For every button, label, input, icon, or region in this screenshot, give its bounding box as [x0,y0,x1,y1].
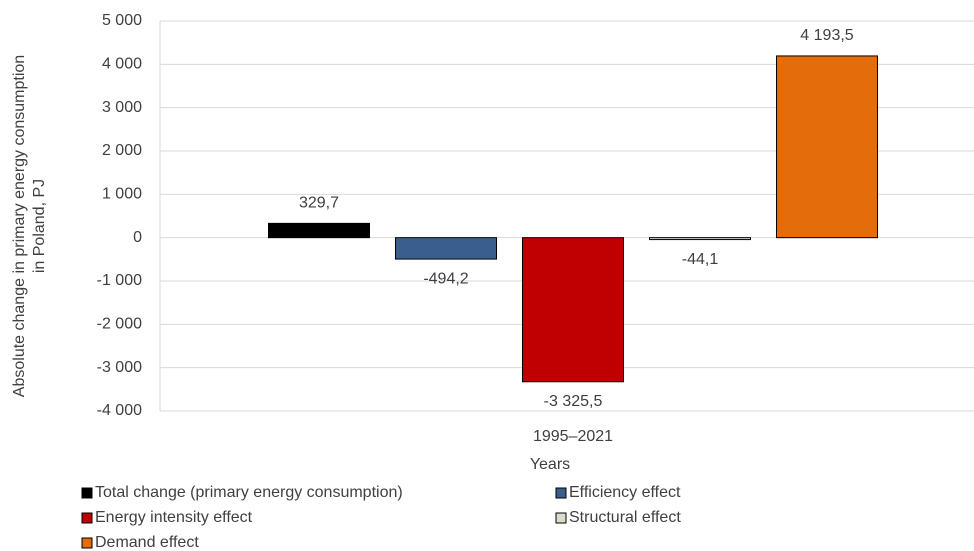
bar [522,237,624,383]
y-tick-label: 5 000 [102,12,142,29]
bar [649,237,751,241]
y-tick-label: 3 000 [102,99,142,116]
legend-swatch [555,512,567,524]
legend-label: Efficiency effect [569,484,681,501]
y-axis-title: in Poland, PJ [31,179,48,273]
legend-swatch [81,487,93,499]
bar [395,237,497,260]
value-label: -3 325,5 [544,393,603,410]
y-tick-label: -4 000 [97,402,142,419]
legend-swatch [81,512,93,524]
y-tick-label: 4 000 [102,56,142,73]
bar [268,222,370,239]
legend-label: Structural effect [569,509,681,526]
legend-swatch [555,487,567,499]
y-tick-label: -3 000 [97,359,142,376]
x-axis-title: Years [530,456,570,473]
y-tick-label: -2 000 [97,316,142,333]
legend-label: Total change (primary energy consumption… [95,484,403,501]
value-label: 329,7 [299,195,339,212]
y-axis-title: Absolute change in primary energy consum… [11,55,28,397]
y-tick-label: 2 000 [102,142,142,159]
value-label: -494,2 [423,270,468,287]
bar [776,55,878,239]
legend-swatch [81,537,93,549]
legend-label: Demand effect [95,534,199,551]
legend-label: Energy intensity effect [95,509,253,526]
y-tick-label: -1 000 [97,272,142,289]
y-tick-label: 0 [133,229,142,246]
value-label: 4 193,5 [800,27,853,44]
y-tick-label: 1 000 [102,186,142,203]
x-tick-label: 1995–2021 [533,428,613,445]
value-label: -44,1 [682,251,719,268]
